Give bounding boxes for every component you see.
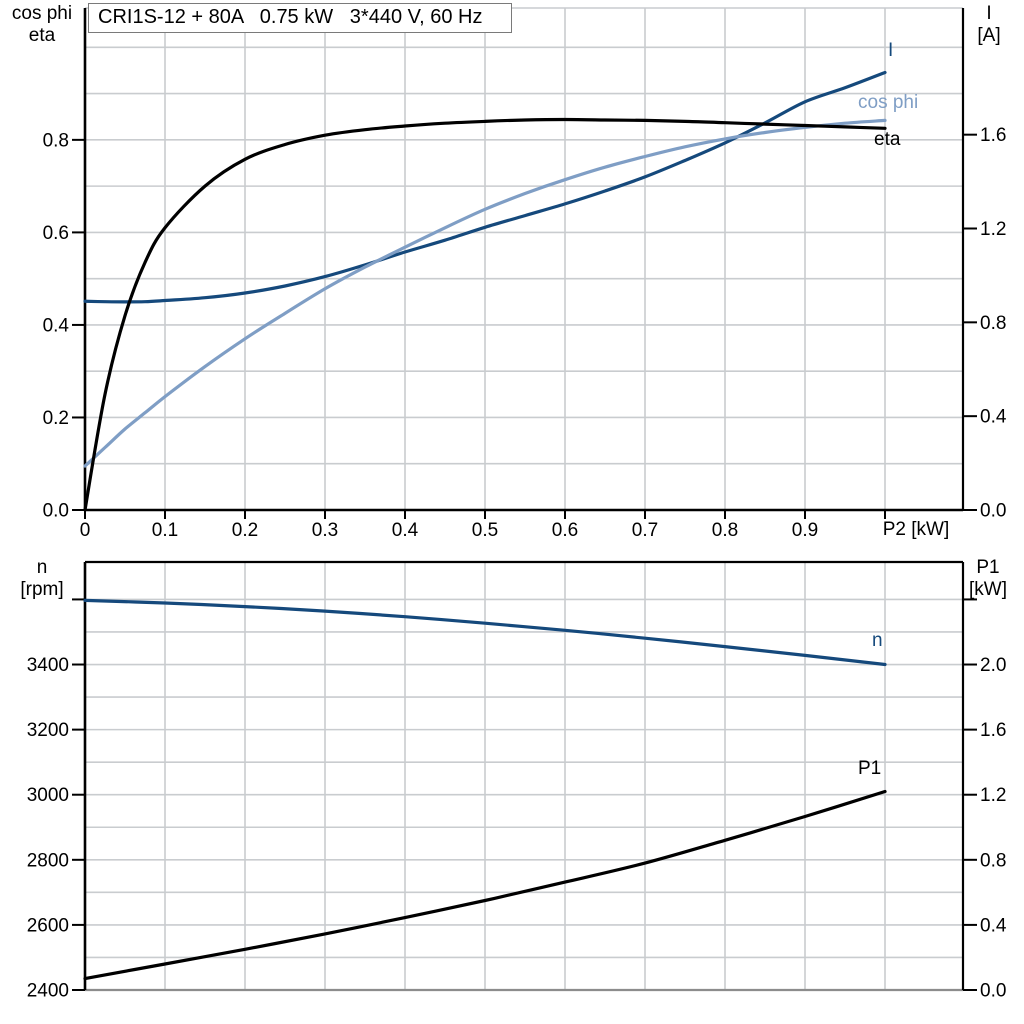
- top-right-axis-header-line2: [A]: [977, 25, 1001, 46]
- x-tick-label: 0.2: [232, 520, 258, 541]
- bottom-right-axis-header: P1 [kW]: [956, 557, 1020, 601]
- x-tick-label: 0.8: [712, 520, 738, 541]
- x-tick-label: 0.5: [472, 520, 498, 541]
- curve-cos-phi: [83, 118, 887, 468]
- left-tick-label: 0.6: [43, 223, 69, 244]
- top-left-axis-header-line2: eta: [28, 25, 56, 46]
- left-tick-label: 0.4: [43, 315, 70, 336]
- right-tick-label: 1.6: [980, 720, 1006, 741]
- x-tick-label: 0: [80, 520, 91, 541]
- curve-eta: [83, 117, 887, 512]
- x-tick-label: 0.4: [392, 520, 419, 541]
- top-right-axis-header-line1: I: [986, 3, 992, 24]
- curve-n: [83, 598, 887, 667]
- right-tick-label: 1.2: [980, 785, 1006, 806]
- left-tick-label: 2800: [27, 850, 69, 871]
- right-tick-label: 1.6: [980, 125, 1006, 146]
- x-tick-label: 0.9: [792, 520, 818, 541]
- top-right-axis-header: I [A]: [958, 3, 1020, 47]
- bottom-left-axis-header-line2: [rpm]: [20, 579, 64, 600]
- bottom-left-axis-header: n [rpm]: [0, 557, 84, 601]
- pump-title-box: CRI1S-12 + 80A 0.75 kW 3*440 V, 60 Hz: [88, 3, 512, 33]
- left-tick-label: 2400: [27, 981, 69, 1002]
- right-tick-label: 0.4: [980, 915, 1007, 936]
- top-x-axis-label: P2 [kW]: [882, 519, 950, 540]
- right-tick-label: 0.8: [980, 313, 1006, 334]
- left-tick-label: 0.2: [43, 408, 69, 429]
- right-tick-label: 0.0: [980, 981, 1006, 1002]
- curve-label-eta: eta: [874, 129, 901, 150]
- right-tick-label: 0.0: [980, 501, 1006, 522]
- left-tick-label: 3200: [27, 720, 69, 741]
- curve-label-cos-phi: cos phi: [858, 92, 919, 113]
- curve-label-I: I: [888, 40, 894, 61]
- curve-label-P1: P1: [858, 758, 882, 779]
- left-tick-label: 0.0: [43, 501, 69, 522]
- curve-P1: [83, 789, 887, 981]
- right-tick-label: 1.2: [980, 219, 1006, 240]
- x-tick-label: 0.7: [632, 520, 658, 541]
- x-tick-label: 0.6: [552, 520, 578, 541]
- bottom-right-axis-header-line2: [kW]: [969, 579, 1007, 600]
- curve-label-n: n: [872, 630, 883, 651]
- right-tick-label: 0.8: [980, 850, 1006, 871]
- top-left-axis-header: cos phi eta: [0, 3, 84, 47]
- left-tick-label: 0.8: [43, 130, 69, 151]
- right-tick-label: 0.4: [980, 407, 1007, 428]
- bottom-left-axis-header-line1: n: [36, 557, 48, 578]
- right-tick-label: 2.0: [980, 655, 1006, 676]
- left-tick-label: 3000: [27, 785, 69, 806]
- bottom-right-axis-header-line1: P1: [976, 557, 1000, 578]
- left-tick-label: 3400: [27, 655, 69, 676]
- top-left-axis-header-line1: cos phi: [11, 3, 73, 24]
- x-tick-label: 0.1: [152, 520, 178, 541]
- left-tick-label: 2600: [27, 915, 69, 936]
- x-tick-label: 0.3: [312, 520, 338, 541]
